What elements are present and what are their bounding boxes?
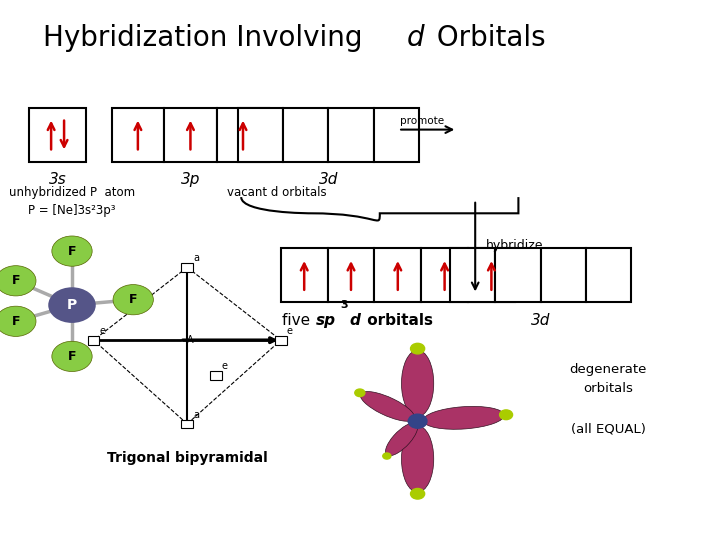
- Bar: [495, 248, 541, 302]
- Bar: [328, 248, 374, 302]
- Text: sp: sp: [316, 313, 336, 328]
- Text: e: e: [287, 326, 292, 336]
- Text: 3s: 3s: [49, 172, 66, 187]
- Bar: [29, 108, 86, 162]
- Bar: [468, 248, 515, 302]
- Bar: [586, 248, 631, 302]
- Text: (all EQUAL): (all EQUAL): [571, 423, 646, 436]
- Ellipse shape: [360, 392, 415, 421]
- Text: five: five: [282, 313, 315, 328]
- Ellipse shape: [402, 350, 433, 417]
- Bar: [283, 108, 328, 162]
- Text: d: d: [349, 313, 360, 328]
- Bar: [374, 108, 419, 162]
- Text: F: F: [68, 350, 76, 363]
- Bar: [112, 108, 164, 162]
- Text: 3: 3: [341, 300, 348, 310]
- Bar: [88, 336, 99, 345]
- Text: P = [Ne]3s²3p³: P = [Ne]3s²3p³: [28, 204, 116, 217]
- Bar: [374, 248, 421, 302]
- Bar: [281, 248, 328, 302]
- Text: e: e: [99, 326, 105, 336]
- Circle shape: [383, 453, 391, 459]
- Bar: [238, 108, 283, 162]
- Text: d: d: [407, 24, 424, 52]
- Bar: [217, 108, 269, 162]
- Text: unhybridized P  atom: unhybridized P atom: [9, 186, 135, 199]
- Text: a: a: [193, 253, 199, 263]
- Text: 3d: 3d: [319, 172, 338, 187]
- Text: a: a: [193, 409, 199, 420]
- Text: orbitals: orbitals: [362, 313, 433, 328]
- Text: F: F: [12, 274, 20, 287]
- Circle shape: [52, 341, 92, 372]
- Circle shape: [500, 410, 513, 420]
- Bar: [328, 108, 374, 162]
- Text: vacant d orbitals: vacant d orbitals: [228, 186, 327, 199]
- Ellipse shape: [385, 423, 418, 456]
- Ellipse shape: [402, 426, 433, 492]
- Text: hybridize: hybridize: [486, 239, 544, 252]
- Circle shape: [113, 285, 153, 315]
- Ellipse shape: [423, 407, 504, 429]
- Text: P: P: [67, 298, 77, 312]
- Text: orbitals: orbitals: [583, 382, 634, 395]
- Bar: [181, 263, 193, 272]
- Bar: [275, 336, 287, 345]
- Circle shape: [355, 389, 365, 396]
- Bar: [421, 248, 468, 302]
- Text: 3d: 3d: [531, 313, 550, 328]
- Text: promote: promote: [400, 117, 444, 126]
- Bar: [450, 248, 495, 302]
- Text: F: F: [129, 293, 138, 306]
- Bar: [181, 420, 193, 428]
- Text: Orbitals: Orbitals: [428, 24, 546, 52]
- Text: degenerate: degenerate: [570, 363, 647, 376]
- Circle shape: [52, 236, 92, 266]
- Text: A: A: [187, 335, 194, 345]
- Circle shape: [408, 414, 427, 428]
- Bar: [210, 371, 222, 380]
- Text: e: e: [222, 361, 228, 371]
- Text: Trigonal bipyramidal: Trigonal bipyramidal: [107, 451, 268, 465]
- Circle shape: [0, 266, 36, 296]
- Text: 3p: 3p: [181, 172, 200, 187]
- Text: Hybridization Involving: Hybridization Involving: [43, 24, 372, 52]
- Circle shape: [48, 287, 96, 323]
- Bar: [164, 108, 217, 162]
- Circle shape: [410, 489, 425, 499]
- Text: F: F: [12, 315, 20, 328]
- Bar: [541, 248, 586, 302]
- Text: F: F: [68, 245, 76, 258]
- Circle shape: [0, 306, 36, 336]
- Circle shape: [410, 343, 425, 354]
